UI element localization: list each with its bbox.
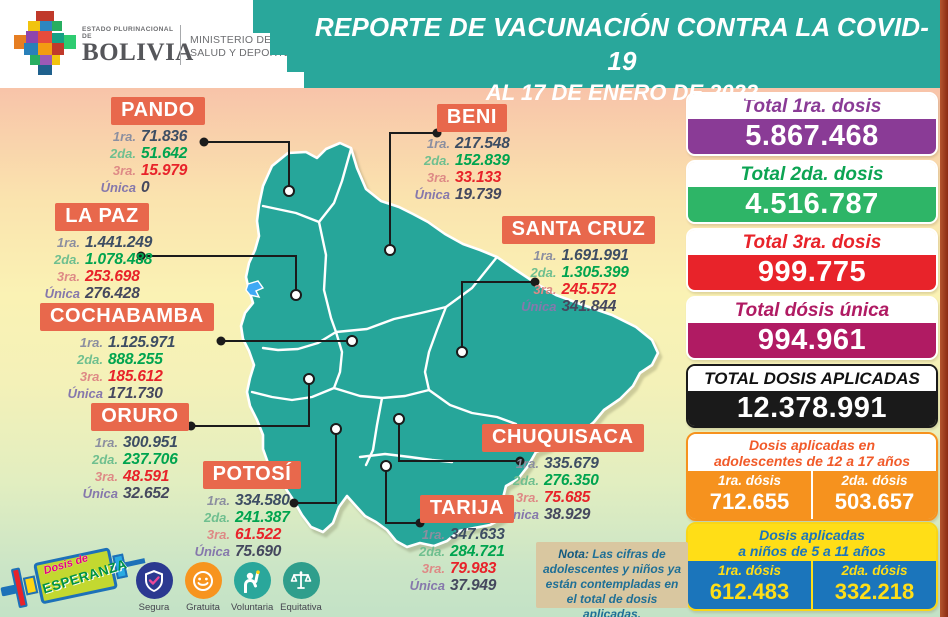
- card-title: Total 3ra. dosis: [688, 230, 936, 255]
- principle-label: Gratuita: [186, 602, 220, 613]
- card-title: Total 1ra. dosis: [688, 94, 936, 119]
- estado-plurinacional-text: ESTADO PLURINACIONAL DE: [82, 26, 174, 40]
- report-title: REPORTE DE VACUNACIÓN CONTRA LA COVID-19…: [310, 10, 934, 108]
- dept-badge: COCHABAMBA: [40, 303, 214, 331]
- brand-divider: [180, 25, 181, 65]
- total-dosis-unica-card: Total dósis única 994.961: [686, 296, 938, 360]
- principle-label: Voluntaria: [231, 602, 274, 613]
- note-text: Las cifras de adolescentes y niños ya es…: [542, 547, 682, 617]
- ninos-1ra-cell: 1ra. dósis 612.483: [709, 563, 790, 604]
- leader-la-paz: [136, 251, 302, 301]
- cell-divider: [811, 471, 813, 519]
- cell-divider: [811, 561, 813, 609]
- adolescentes-2da-cell: 2da. dósis 503.657: [834, 473, 915, 514]
- adolescentes-card: Dosis aplicadas en adolescentes de 12 a …: [686, 432, 938, 521]
- principle-gratuita: Gratuita: [182, 562, 224, 613]
- leader-chuquisaca: [393, 413, 525, 466]
- card-title: TOTAL DOSIS APLICADAS: [688, 366, 936, 391]
- dept-pando: PANDO 1ra. 71.836 2da. 51.642 3ra. 15.979 Ú…: [78, 97, 238, 196]
- dept-santa-cruz: SANTA CRUZ 1ra. 1.691.991 2da. 1.305.399 3…: [496, 216, 661, 315]
- dept-badge: ORURO: [91, 403, 189, 431]
- dept-la-paz: LA PAZ 1ra. 1.441.249 2da. 1.078.488 3ra. 2…: [44, 203, 153, 302]
- dept-oruro: ORURO 1ra. 300.951 2da. 237.706 3ra. 48.591…: [60, 403, 220, 502]
- principle-label: Equitativa: [280, 602, 322, 613]
- dept-badge: POTOSÍ: [202, 461, 302, 489]
- card-value: 12.378.991: [688, 391, 936, 426]
- adolescentes-1ra-cell: 1ra. dósis 712.655: [709, 473, 790, 514]
- dept-badge: LA PAZ: [55, 203, 149, 231]
- leader-pando: [199, 137, 295, 197]
- note-label: Nota:: [558, 547, 589, 561]
- total-dosis-aplicadas-card: TOTAL DOSIS APLICADAS 12.378.991: [686, 364, 938, 428]
- dept-badge: CHUQUISACA: [482, 424, 644, 452]
- card-title: Dosis aplicadas a niños de 5 a 11 años: [688, 524, 936, 561]
- principle-voluntaria: Voluntaria: [231, 562, 273, 613]
- ministerio-text: MINISTERIO DE SALUD Y DEPORTES: [190, 34, 299, 59]
- bolivia-wordmark: BOLIVIA: [82, 39, 194, 66]
- dept-badge: SANTA CRUZ: [501, 216, 656, 244]
- dept-chuquisaca: CHUQUISACA 1ra. 335.679 2da. 276.350 3ra. 7…: [482, 424, 644, 523]
- ninos-2da-cell: 2da. dósis 332.218: [834, 563, 915, 604]
- leader-potosi: [289, 423, 342, 508]
- card-value: 999.775: [688, 255, 936, 290]
- balance-scale-icon: [282, 562, 320, 599]
- smiley-coin-icon: [184, 562, 222, 599]
- raised-hand-icon: [233, 562, 271, 599]
- card-title: Dosis aplicadas en adolescentes de 12 a …: [688, 434, 936, 471]
- card-title: Total 2da. dosis: [688, 162, 936, 187]
- dept-badge: PANDO: [111, 97, 205, 125]
- report-title-line1: REPORTE DE VACUNACIÓN CONTRA LA COVID-19: [314, 12, 930, 76]
- principle-segura: Segura: [133, 562, 175, 613]
- leader-tarija: [380, 460, 425, 528]
- principle-equitativa: Equitativa: [280, 562, 322, 613]
- header-bar: ESTADO PLURINACIONAL DE BOLIVIA MINISTER…: [0, 0, 940, 105]
- note-box: Nota: Las cifras de adolescentes y niños…: [536, 542, 688, 617]
- card-value: 994.961: [688, 323, 936, 358]
- leader-santa-cruz: [456, 277, 540, 358]
- card-value: 5.867.468: [688, 119, 936, 154]
- header-brand-area: ESTADO PLURINACIONAL DE BOLIVIA MINISTER…: [0, 0, 304, 88]
- ministry-logo: [14, 11, 76, 75]
- card-value: 4.516.787: [688, 187, 936, 222]
- dept-beni: BENI 1ra. 217.548 2da. 152.839 3ra. 33.133 …: [414, 104, 510, 203]
- dept-tarija: TARIJA 1ra. 347.633 2da. 284.721 3ra. 79.98…: [388, 495, 546, 594]
- vaccine-principles: Segura Gratuita Voluntaria Equitativa: [133, 562, 322, 613]
- leader-cochabamba: [216, 335, 358, 347]
- leader-oruro: [186, 373, 315, 431]
- total-1ra-dosis-card: Total 1ra. dosis 5.867.468: [686, 92, 938, 156]
- total-2da-dosis-card: Total 2da. dosis 4.516.787: [686, 160, 938, 224]
- dept-badge: TARIJA: [419, 495, 515, 523]
- shield-check-icon: [135, 562, 173, 599]
- dept-badge: BENI: [436, 104, 508, 132]
- right-edge-strip: [940, 0, 948, 617]
- lake-titicaca-icon: [245, 280, 265, 299]
- principle-label: Segura: [138, 602, 170, 613]
- dept-potosi: POTOSÍ 1ra. 334.580 2da. 241.387 3ra. 61.52…: [172, 461, 332, 560]
- total-3ra-dosis-card: Total 3ra. dosis 999.775: [686, 228, 938, 292]
- dept-cochabamba: COCHABAMBA 1ra. 1.125.971 2da. 888.255 3ra…: [40, 303, 214, 402]
- report-title-line2: AL 17 DE ENERO DE 2022: [485, 80, 759, 105]
- card-title: Total dósis única: [688, 298, 936, 323]
- ninos-card: Dosis aplicadas a niños de 5 a 11 años 1…: [686, 522, 938, 611]
